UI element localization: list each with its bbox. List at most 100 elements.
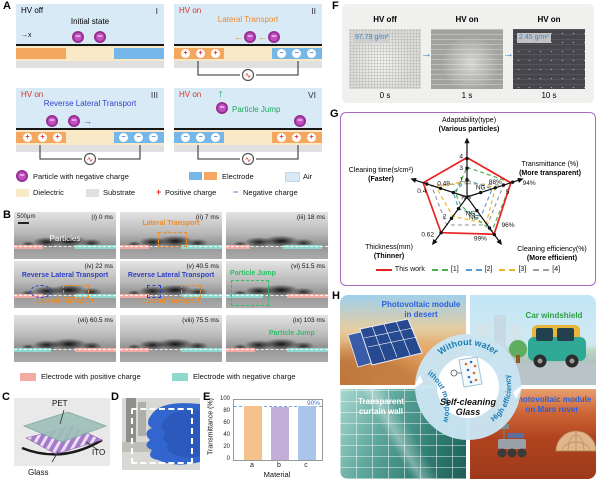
positive-electrode-swatch (20, 373, 36, 381)
hv-state: HV on (179, 6, 202, 15)
frame-0s: HV off 97.79 g/m² 0 s (348, 9, 422, 100)
negative-charge-icon: − (292, 49, 301, 58)
scale-bar-label: 500μm (17, 214, 36, 220)
negative-charge-icon: − (211, 133, 220, 142)
charged-particle: − (94, 31, 106, 43)
positive-electrode-strip (14, 294, 43, 298)
positive-charge-icon: + (307, 133, 316, 142)
self-cleaning-glass-badge: Without water Without manpower High effi… (409, 325, 524, 442)
legend-series-name: [2] (484, 266, 493, 273)
legend-electrode: Electrode (222, 172, 254, 181)
cycle-ring: Without water Without manpower High effi… (409, 325, 524, 440)
electrode-gap-line (226, 295, 328, 296)
charged-particle: − (268, 31, 280, 43)
radar-series-1 (454, 166, 513, 233)
substrate-layer (16, 145, 164, 152)
state-title: Particle Jump (232, 105, 281, 114)
frame-timestamp: (vi) 51.5 ms (291, 263, 325, 270)
negative-electrode-strip (181, 348, 222, 352)
substrate-swatch (86, 189, 99, 197)
legend-item-2: [2] (465, 266, 493, 273)
panel-g-label: G (330, 108, 339, 120)
electrode-gap-line (14, 349, 116, 350)
positive-charge-icon: + (38, 133, 47, 142)
radar-tick: 1 (459, 177, 463, 184)
positive-charge-icon: + (277, 133, 286, 142)
legend-swatch (499, 268, 516, 271)
frame-10s: HV on 2.45 g/m² 10 s (512, 9, 586, 100)
micrograph-frame-6: (vi) 51.5 ms Particle Jump (226, 261, 328, 308)
negative-electrode-strip (14, 348, 51, 352)
up-arrow-icon: ↑ (218, 88, 224, 100)
charged-particle: − (216, 102, 228, 114)
panel-e-label: E (203, 391, 211, 403)
electrode-left (16, 48, 66, 59)
power-source-icon (450, 369, 458, 377)
bar-a (244, 406, 262, 460)
film-outline-dashed-box (131, 408, 193, 464)
substrate-layer (174, 61, 322, 68)
radar-tick: NG (461, 195, 471, 202)
reference-line-label: 90% (306, 400, 320, 407)
legend-negative: Negative charge (243, 188, 298, 197)
bar-chart-ylabel: Transmittance (%) (207, 398, 215, 455)
scale-bar (18, 222, 29, 224)
right-arrow-icon: → (83, 116, 92, 126)
annotation-particle-jump: Particle Jump (268, 330, 315, 337)
micrograph-frame-1: 500μm (i) 0 ms Particles (14, 212, 116, 259)
charged-particle: − (68, 115, 80, 127)
center-title-line2: Glass (456, 407, 481, 417)
caption-curtain-wall: Transparent curtain wall (358, 397, 404, 416)
radar-tick: 5 (506, 189, 510, 196)
dielectric-swatch (16, 189, 29, 197)
ytick-0: 0 (226, 456, 230, 462)
axis-thickness-label: Thickness(mm) (365, 244, 413, 251)
state-title: Initial state (70, 17, 110, 26)
bar-b (271, 406, 289, 460)
annotation-lateral-transport: Lateral Transport (36, 298, 94, 305)
plus-icon: + (156, 187, 162, 197)
frame-timestamp: (v) 40.5 ms (186, 263, 219, 270)
dusty-sample-image: 97.79 g/m² (349, 29, 421, 89)
micrograph-frame-3: (iii) 18 ms (226, 212, 328, 259)
cycle-chevron-right (513, 384, 524, 399)
lateral-transport-box (62, 285, 89, 298)
electrode-gap-line (14, 246, 116, 247)
roman-numeral: VI (307, 90, 316, 100)
schematic-particle-jump: ∿ HV on VI ↑ − Particle Jump − − − − + +… (174, 88, 322, 168)
micrograph-image (14, 315, 116, 362)
annotation-lateral-transport: Lateral Transport (142, 298, 200, 305)
micrograph-image (120, 212, 222, 259)
micrograph-image (14, 212, 116, 259)
reference-line-90pct (234, 406, 322, 407)
micrograph-frame-4: (iv) 22 ms Reverse Lateral Transport Lat… (14, 261, 116, 308)
positive-charge-icon: + (211, 49, 220, 58)
frame-timestamp: (viii) 75.5 ms (182, 317, 219, 324)
flexible-film-photo (122, 398, 200, 470)
annotation-lateral-transport: Lateral Transport (142, 220, 200, 227)
negative-charge-icon: − (277, 49, 286, 58)
charged-particle: − (294, 115, 306, 127)
radar-tick: 3 (459, 165, 463, 172)
electrode-gap-line (226, 349, 328, 350)
radar-tick: 2 (443, 213, 447, 220)
hv-state: HV on (179, 90, 202, 99)
micrograph-frame-9: (ix) 103 ms Particle Jump (226, 315, 328, 362)
legend-series-name: [3] (518, 266, 527, 273)
roman-numeral: I (155, 6, 158, 16)
electrode-gap-line (14, 295, 116, 296)
applications-collage: Photovoltaic module in desert Car windsh… (340, 295, 596, 479)
axis-cleaning-time-label: Cleaning time(s/cm²) (348, 167, 414, 174)
ytick-40: 40 (223, 432, 230, 438)
lateral-transport-box (157, 232, 187, 247)
cycle-chevron-left (412, 375, 423, 390)
axis-adaptability-label: Adaptability(type) (441, 117, 497, 124)
axis-transmittance-label: Transmittance (%) (521, 161, 579, 168)
category-a: a (250, 462, 254, 469)
positive-electrode-strip (75, 348, 116, 352)
time-label: 10 s (541, 91, 557, 100)
legend-swatch (533, 268, 550, 271)
ytick-80: 80 (223, 408, 230, 414)
substrate-layer (16, 61, 164, 68)
